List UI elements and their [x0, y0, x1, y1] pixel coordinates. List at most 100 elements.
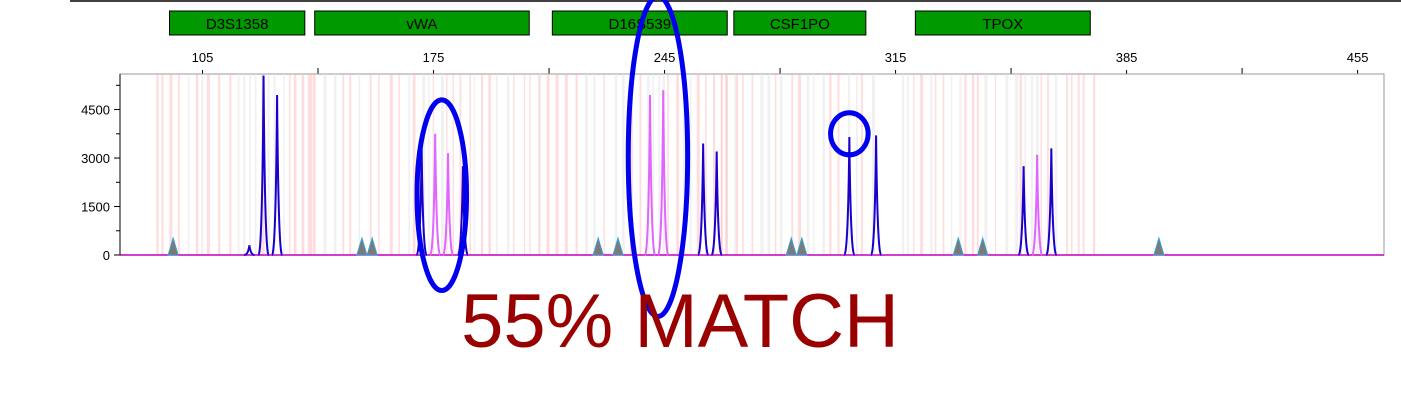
peak — [1045, 148, 1058, 256]
bin-band — [1030, 74, 1034, 255]
bin-band — [539, 74, 542, 255]
bin-band — [614, 74, 618, 255]
annotation-circles — [414, 0, 871, 319]
bin-band — [959, 74, 962, 255]
bin-band — [378, 74, 380, 255]
bin-band — [564, 74, 568, 255]
bin-band — [934, 74, 937, 255]
bin-band — [822, 74, 825, 255]
peak — [657, 90, 670, 256]
bin-band — [389, 74, 393, 255]
marker-bar — [169, 10, 306, 36]
bin-band — [289, 74, 291, 255]
bin-band — [639, 74, 642, 255]
plot-frame — [119, 73, 1385, 256]
plot-area — [119, 73, 1385, 256]
x-tick-label: 175 — [423, 50, 445, 65]
bin-band — [760, 74, 764, 255]
bin-band — [538, 74, 541, 255]
bin-band — [334, 74, 337, 255]
bin-band — [652, 74, 655, 255]
bin-band — [813, 74, 815, 255]
peak — [710, 151, 723, 256]
bin-band — [1019, 74, 1022, 255]
match-percentage-label: 55% MATCH — [461, 279, 899, 364]
bin-band — [837, 74, 840, 255]
bin-band — [806, 74, 810, 255]
bin-band — [1024, 74, 1027, 255]
x-tick-label: 315 — [885, 50, 907, 65]
bin-band — [780, 74, 783, 255]
bin-band — [488, 74, 492, 255]
y-tick-label: 1500 — [81, 200, 110, 215]
marker-label: D3S1358 — [206, 16, 269, 33]
bin-band — [229, 74, 232, 255]
size-standard-triangle — [952, 236, 964, 256]
bin-band — [575, 74, 578, 255]
bin-band — [682, 74, 686, 255]
bin-band — [689, 74, 692, 255]
bin-band — [301, 74, 304, 255]
bin-band — [523, 74, 526, 255]
size-standard-triangle — [796, 236, 808, 256]
bin-band — [797, 74, 801, 255]
bin-band — [161, 74, 164, 255]
marker-bar — [314, 10, 530, 36]
size-standard-triangle — [366, 236, 378, 256]
x-tick-label: 245 — [654, 50, 676, 65]
bin-band — [243, 74, 246, 255]
bin-band — [398, 74, 400, 255]
size-standard-triangle — [785, 236, 797, 256]
bin-band — [267, 74, 270, 255]
bin-band — [705, 74, 707, 255]
bin-band — [408, 74, 411, 255]
bin-band — [218, 74, 221, 255]
bin-band — [293, 74, 297, 255]
bin-band — [871, 74, 875, 255]
bin-band — [459, 74, 462, 255]
peak — [1031, 154, 1044, 256]
bin-band — [323, 74, 327, 255]
bin-band — [667, 74, 669, 255]
bin-band — [283, 74, 285, 255]
bin-band — [696, 74, 700, 255]
bin-band — [307, 74, 311, 255]
bin-band — [273, 74, 276, 255]
bin-band — [791, 74, 794, 255]
peak — [1017, 166, 1030, 256]
bin-band — [964, 74, 967, 255]
bin-band — [1077, 74, 1080, 255]
marker-label: CSF1PO — [770, 16, 830, 33]
bin-band — [1047, 74, 1049, 255]
size-standard-triangle — [612, 236, 624, 256]
peak — [257, 75, 270, 256]
annotation-ellipse — [625, 0, 691, 319]
bin-band — [177, 74, 180, 255]
bin-band — [495, 74, 498, 255]
bin-band — [584, 74, 588, 255]
size-standard-triangle — [977, 236, 989, 256]
bin-band — [169, 74, 173, 255]
bin-band — [469, 74, 472, 255]
bin-band — [1005, 74, 1009, 255]
peak — [697, 143, 710, 256]
y-tick-label: 0 — [103, 248, 110, 263]
bin-band — [950, 74, 953, 255]
annotation-ellipse — [828, 110, 871, 158]
bin-band — [829, 74, 832, 255]
size-standard-triangle — [592, 236, 604, 256]
bin-band — [206, 74, 210, 255]
peak — [429, 133, 442, 256]
peak — [244, 245, 255, 256]
bin-band — [603, 74, 605, 255]
bin-band — [720, 74, 723, 255]
bin-band — [1040, 74, 1042, 255]
bin-band — [920, 74, 924, 255]
bin-band — [1015, 74, 1019, 255]
bin-band — [676, 74, 679, 255]
peak — [270, 95, 284, 256]
bin-band — [725, 74, 728, 255]
bin-band — [302, 74, 305, 255]
x-tick-label: 105 — [192, 50, 214, 65]
size-standard-triangle — [167, 236, 179, 256]
